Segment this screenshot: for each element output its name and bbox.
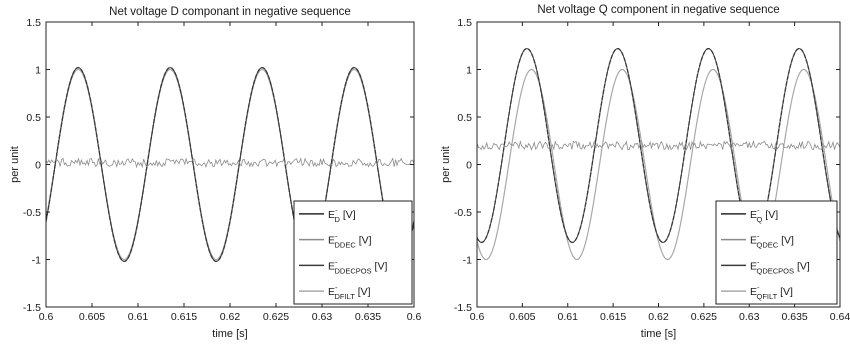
x-tick-label: 0.61	[128, 311, 149, 323]
y-tick-label: -1.5	[23, 302, 41, 314]
legend: E-D [V] E-DDEC [V] E-DDECPOS [V] E-DFILT [V…	[293, 200, 413, 305]
chart-q-component: Net voltage Q component in negative sequ…	[440, 4, 850, 340]
y-tick-label: -1.5	[454, 302, 472, 314]
legend-box	[293, 200, 413, 305]
y-axis-label: per unit	[440, 146, 452, 183]
x-tick-label: 0.615	[600, 311, 626, 323]
y-tick-label: 1	[35, 65, 41, 77]
x-tick-label: 0.6	[470, 311, 485, 323]
legend-entry-label: E-DFILT [V]	[328, 283, 371, 301]
y-tick-label: 1	[466, 65, 472, 77]
legend-entry-label: E-QFILT [V]	[750, 283, 793, 301]
chart-title: Net voltage Q component in negative sequ…	[537, 4, 779, 16]
series-line-d_dec	[46, 157, 414, 169]
series-line-d_decpos	[46, 67, 414, 262]
series-group	[477, 47, 840, 261]
legend-entry-label: E-DDEC [V]	[328, 232, 372, 250]
y-tick-label: -1	[463, 255, 472, 267]
x-tick-label: 0.605	[509, 311, 535, 323]
x-tick-label: 0.62	[648, 311, 669, 323]
x-tick-label: 0.615	[171, 311, 197, 323]
chart-title: Net voltage D componant in negative sequ…	[109, 6, 351, 18]
legend: E-Q [V] E-QDEC [V] E-QDECPOS [V] E-QFILT [V…	[715, 200, 838, 305]
legend-entry-label: E-QDEC [V]	[750, 232, 794, 250]
x-tick-label: 0.63	[312, 311, 333, 323]
x-tick-label: 0.6	[407, 311, 422, 323]
y-tick-label: -0.5	[23, 207, 41, 219]
series-line-q_decpos	[477, 48, 840, 243]
legend-entry-label: E-D [V]	[328, 206, 356, 224]
y-tick-label: 0	[466, 160, 472, 172]
x-axis-label: time [s]	[212, 328, 247, 340]
x-tick-label: 0.625	[691, 311, 717, 323]
legend-entry-label: E-DDECPOS [V]	[328, 257, 387, 275]
legend-entry-label: E-Q [V]	[750, 206, 778, 224]
x-tick-label: 0.63	[739, 311, 760, 323]
legend-box	[715, 200, 838, 305]
y-tick-label: 0	[35, 160, 41, 172]
y-tick-label: 1.5	[26, 17, 41, 29]
y-tick-label: 1.5	[457, 17, 472, 29]
y-axis-label: per unit	[9, 146, 21, 183]
series-group	[46, 66, 414, 263]
series-line-q_dec	[477, 139, 840, 151]
x-tick-label: 0.6	[39, 311, 54, 323]
y-tick-label: 0.5	[26, 112, 41, 124]
series-line-q_filt	[477, 68, 840, 261]
x-axis-label: time [s]	[641, 328, 676, 340]
x-tick-label: 0.635	[781, 311, 807, 323]
x-tick-label: 0.62	[220, 311, 241, 323]
x-tick-label: 0.635	[355, 311, 381, 323]
x-tick-label: 0.61	[558, 311, 579, 323]
x-tick-label: 0.605	[79, 311, 105, 323]
y-tick-label: -1	[32, 255, 41, 267]
y-tick-label: -0.5	[454, 207, 472, 219]
x-tick-label: 0.625	[263, 311, 289, 323]
y-tick-label: 0.5	[457, 112, 472, 124]
legend-entry-label: E-QDECPOS [V]	[750, 257, 810, 275]
chart-d-component: Net voltage D componant in negative sequ…	[9, 6, 421, 340]
x-tick-label: 0.64	[830, 311, 850, 323]
